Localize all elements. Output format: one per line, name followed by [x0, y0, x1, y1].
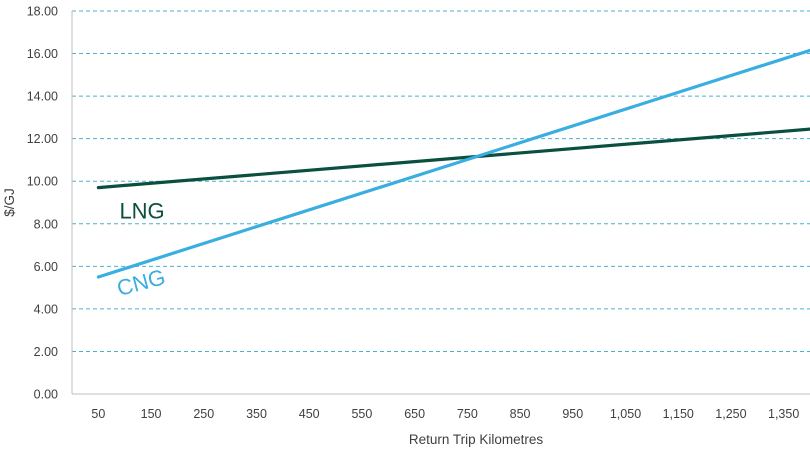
x-tick-label: 1,050	[610, 407, 641, 421]
y-tick-label: 12.00	[27, 132, 58, 146]
x-tick-label: 750	[457, 407, 478, 421]
y-tick-label: 4.00	[34, 302, 58, 316]
x-tick-label: 150	[141, 407, 162, 421]
y-tick-label: 2.00	[34, 345, 58, 359]
x-tick-label: 450	[299, 407, 320, 421]
series-line-lng	[96, 127, 810, 190]
series-line-cng	[96, 48, 810, 279]
x-tick-label: 950	[562, 407, 583, 421]
x-axis-title: Return Trip Kilometres	[409, 432, 544, 447]
y-tick-label: 14.00	[27, 90, 58, 104]
y-tick-label: 8.00	[34, 217, 58, 231]
x-tick-label: 50	[91, 407, 105, 421]
x-tick-label: 1,150	[663, 407, 694, 421]
x-tick-label: 1,250	[715, 407, 746, 421]
x-tick-label: 350	[246, 407, 267, 421]
y-tick-label: 10.00	[27, 175, 58, 189]
series-label-lng: LNG	[119, 198, 164, 223]
x-tick-label: 1,350	[768, 407, 799, 421]
y-tick-label: 6.00	[34, 260, 58, 274]
y-tick-labels: 0.00 2.00 4.00 6.00 8.00 10.00 12.00 14.00 16.00…	[27, 5, 58, 402]
x-tick-label: 850	[510, 407, 531, 421]
x-tick-label: 250	[193, 407, 214, 421]
y-tick-label: 16.00	[27, 47, 58, 61]
y-tick-label: 18.00	[27, 5, 58, 19]
y-axis-title: $/GJ	[2, 188, 17, 217]
x-tick-labels: 50 150 250 350 450 550 650 750 850 950 1,050 1,150 1…	[91, 407, 799, 421]
x-tick-label: 550	[351, 407, 372, 421]
series-lines	[96, 48, 810, 279]
y-tick-label: 0.00	[34, 388, 58, 402]
x-tick-label: 650	[404, 407, 425, 421]
